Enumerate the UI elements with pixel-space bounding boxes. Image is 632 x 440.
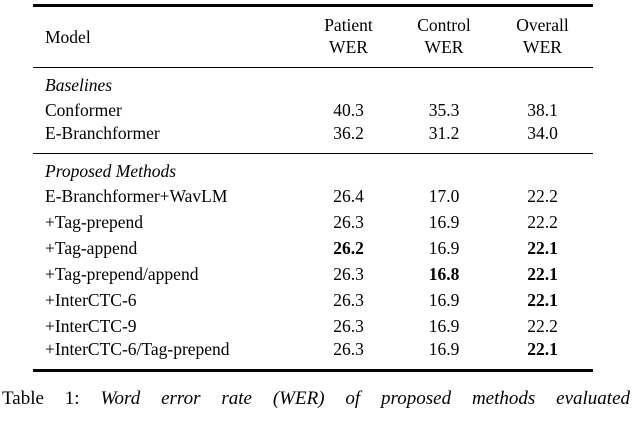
section-label: Proposed Methods — [45, 161, 177, 181]
table-row: +Tag-append 26.2 16.9 22.1 — [33, 235, 593, 261]
column-header-line2: WER — [329, 37, 368, 57]
patient-wer-value: 40.3 — [333, 99, 364, 120]
column-header-line1: Patient — [324, 15, 373, 35]
column-header-line2: WER — [523, 37, 562, 57]
table-row: +InterCTC-6 26.3 16.9 22.1 — [33, 287, 593, 313]
control-wer-value: 16.9 — [428, 315, 460, 336]
overall-wer-value: 22.1 — [527, 289, 558, 310]
section-label-row: Proposed Methods — [33, 154, 593, 184]
control-wer-value: 16.9 — [428, 289, 460, 310]
table-row: +Tag-prepend/append 26.3 16.8 22.1 — [33, 261, 593, 287]
overall-wer-value: 22.1 — [527, 237, 558, 258]
model-name: +InterCTC-6 — [45, 289, 137, 310]
control-wer-value: 17.0 — [428, 185, 460, 206]
overall-wer-value: 22.2 — [527, 185, 558, 206]
patient-wer-value: 26.4 — [333, 185, 364, 206]
table-row: +Tag-prepend 26.3 16.9 22.2 — [33, 209, 593, 235]
model-name: Conformer — [45, 99, 122, 120]
caption-text-line2: on AphasiaBank. — [2, 436, 630, 440]
table-row: E-Branchformer 36.2 31.2 34.0 — [33, 123, 593, 154]
model-name: +InterCTC-9 — [45, 315, 137, 336]
section-proposed-methods: Proposed Methods E-Branchformer+WavLM 26… — [33, 154, 593, 371]
model-name: +Tag-append — [45, 237, 138, 258]
control-wer-value: 16.9 — [428, 339, 460, 359]
overall-wer-value: 22.2 — [527, 211, 558, 232]
table-caption: Table 1: Word error rate (WER) of propos… — [2, 386, 630, 440]
model-name: +Tag-prepend/append — [45, 263, 199, 284]
table-header: Model Patient WER Control WER Overall WE… — [33, 6, 593, 68]
caption-text-line1: Word error rate (WER) of proposed method… — [100, 388, 631, 409]
control-wer-value: 31.2 — [428, 123, 460, 143]
table-row: +InterCTC-9 26.3 16.9 22.2 — [33, 313, 593, 339]
overall-wer-value: 34.0 — [527, 123, 558, 143]
header-row: Model Patient WER Control WER Overall WE… — [33, 6, 593, 68]
table-row: Conformer 40.3 35.3 38.1 — [33, 97, 593, 123]
model-name: +InterCTC-6/Tag-prepend — [45, 339, 230, 359]
patient-wer-value: 26.3 — [333, 263, 364, 284]
control-wer-value: 16.9 — [428, 211, 460, 232]
patient-wer-value: 36.2 — [333, 123, 364, 143]
column-header-patient-wer: Patient WER — [301, 6, 396, 68]
column-header-control-wer: Control WER — [396, 6, 492, 68]
overall-wer-value: 22.1 — [527, 339, 558, 359]
patient-wer-value: 26.3 — [333, 211, 364, 232]
model-name: E-Branchformer — [45, 123, 160, 143]
column-header-line2: WER — [424, 37, 464, 57]
control-wer-value: 35.3 — [428, 99, 460, 120]
caption-line-1: Table 1: Word error rate (WER) of propos… — [2, 386, 630, 436]
caption-label: Table 1: — [2, 388, 80, 409]
section-label-row: Baselines — [33, 68, 593, 98]
column-header-line1: Overall — [516, 15, 569, 35]
column-header-model: Model — [45, 26, 91, 47]
section-label: Baselines — [45, 75, 113, 95]
column-header-line1: Control — [417, 15, 471, 35]
table-row: +InterCTC-6/Tag-prepend 26.3 16.9 22.1 — [33, 339, 593, 371]
overall-wer-value: 22.1 — [527, 263, 558, 284]
model-name: E-Branchformer+WavLM — [45, 185, 228, 206]
patient-wer-value: 26.3 — [333, 289, 364, 310]
control-wer-value: 16.8 — [428, 263, 460, 284]
patient-wer-value: 26.3 — [333, 339, 364, 359]
section-baselines: Baselines Conformer 40.3 35.3 38.1 E-Bra… — [33, 68, 593, 154]
patient-wer-value: 26.2 — [333, 237, 364, 258]
model-name: +Tag-prepend — [45, 211, 144, 232]
overall-wer-value: 38.1 — [527, 99, 558, 120]
results-table: Model Patient WER Control WER Overall WE… — [33, 4, 593, 372]
overall-wer-value: 22.2 — [527, 315, 558, 336]
column-header-overall-wer: Overall WER — [492, 6, 593, 68]
table-row: E-Branchformer+WavLM 26.4 17.0 22.2 — [33, 183, 593, 209]
patient-wer-value: 26.3 — [333, 315, 364, 336]
control-wer-value: 16.9 — [428, 237, 460, 258]
